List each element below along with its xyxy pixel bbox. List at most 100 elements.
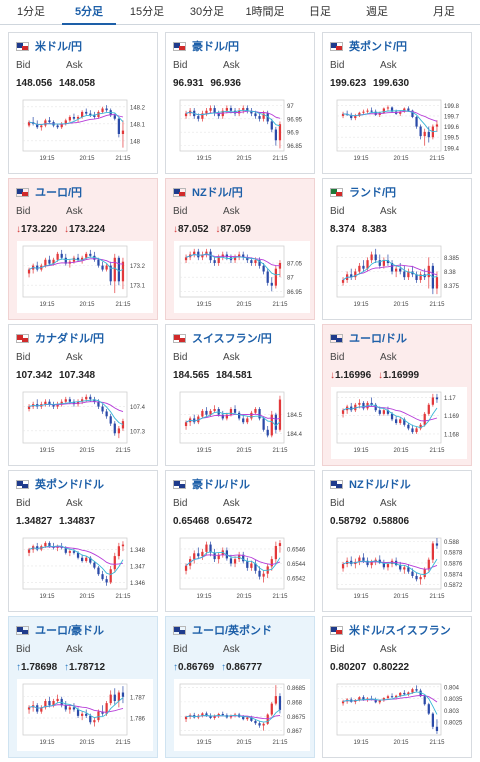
rate-card[interactable]: スイスフラン/円 Bid Ask 184.565 184.581 184.5 184… <box>165 324 315 466</box>
rate-card[interactable]: ユーロ/円 Bid Ask ↓173.220 ↓173.224 173.2 173.… <box>8 178 158 320</box>
rate-card[interactable]: カナダドル/円 Bid Ask 107.342 107.348 107.4 107.… <box>8 324 158 466</box>
tab-4[interactable]: 1時間足 <box>245 6 285 18</box>
candlestick-chart[interactable]: 0.804 0.8035 0.803 0.8025 19:15 20:15 21:15 <box>331 679 467 751</box>
flag-icon <box>330 41 343 51</box>
bid-number: 87.052 <box>178 224 209 235</box>
price-values: 0.80207 0.80222 <box>330 662 413 673</box>
pair-link[interactable]: NZドル/円 <box>192 187 243 199</box>
candle-body <box>411 428 414 433</box>
candlestick-chart[interactable]: 148.2 148.1 148 19:15 20:15 21:15 <box>17 95 153 167</box>
y-tick-label: 0.5872 <box>444 583 463 589</box>
rate-card[interactable]: ランド/円 Bid Ask 8.374 8.383 8.385 8.38 8.375 1… <box>322 178 472 320</box>
rate-card[interactable]: 英ポンド/円 Bid Ask 199.623 199.630 199.8 199.7… <box>322 32 472 174</box>
tab-7[interactable]: 月足 <box>433 6 455 18</box>
candle-body <box>213 552 216 560</box>
candle-body <box>382 698 385 701</box>
tab-1[interactable]: 5分足 <box>62 0 116 25</box>
candlestick-chart[interactable]: 8.385 8.38 8.375 19:15 20:15 21:15 <box>331 241 467 313</box>
candle-body <box>362 111 365 113</box>
pair-link[interactable]: カナダドル/円 <box>35 333 105 345</box>
x-tick-label: 20:15 <box>236 594 252 600</box>
candle-body <box>105 579 108 583</box>
rate-card[interactable]: 豪ドル/円 Bid Ask 96.931 96.936 97 96.95 96.9 96… <box>165 32 315 174</box>
rate-card[interactable]: 米ドル/円 Bid Ask 148.056 148.058 148.2 148.1 1… <box>8 32 158 174</box>
rate-card[interactable]: ユーロ/ドル Bid Ask ↓1.16996 ↓1.16999 1.17 1.16… <box>322 324 472 466</box>
candlestick-chart[interactable]: 0.8685 0.868 0.8675 0.867 19:15 20:15 21:15 <box>174 679 310 751</box>
candle-body <box>435 124 439 127</box>
candlestick-chart[interactable]: 107.4 107.3 19:15 20:15 21:15 <box>17 387 153 459</box>
ma-short-line <box>28 112 124 126</box>
candlestick-chart[interactable]: 199.8 199.7 199.6 199.5 199.4 19:15 20:15 21:15 <box>331 95 467 167</box>
candlestick-chart[interactable]: 97 96.95 96.9 96.85 19:15 20:15 21:15 <box>174 95 310 167</box>
candle-body <box>209 251 212 261</box>
x-tick-label: 20:15 <box>236 740 252 746</box>
candlestick-chart[interactable]: 0.588 0.5878 0.5876 0.5874 0.5872 19:15 20:15 2… <box>331 533 467 605</box>
pair-link[interactable]: ユーロ/豪ドル <box>35 625 105 637</box>
candle-body <box>56 698 59 701</box>
tab-6[interactable]: 週足 <box>366 6 388 18</box>
candle-body <box>266 714 269 724</box>
rate-card[interactable]: 米ドル/スイスフラン Bid Ask 0.80207 0.80222 0.804 0… <box>322 616 472 758</box>
rate-card[interactable]: ユーロ/英ポンド Bid Ask ↑0.86769 ↑0.86777 0.8685… <box>165 616 315 758</box>
candle-body <box>423 569 426 578</box>
ask-label: Ask <box>223 644 240 655</box>
rate-card[interactable]: 英ポンド/ドル Bid Ask 1.34827 1.34837 1.348 1.34… <box>8 470 158 612</box>
candlestick-chart[interactable]: 1.17 1.169 1.168 19:15 20:15 21:15 <box>331 387 467 459</box>
candlestick-chart[interactable]: 184.5 184.4 19:15 20:15 21:15 <box>174 387 310 459</box>
bid-number: 0.80207 <box>330 662 367 673</box>
candle-body <box>246 257 249 261</box>
candle-body <box>81 713 84 716</box>
candle-body <box>242 716 245 720</box>
pair-link[interactable]: 英ポンド/円 <box>349 41 408 53</box>
bid-number: 148.056 <box>16 78 53 89</box>
ask-number: 0.86777 <box>225 662 263 673</box>
candle-body <box>197 416 200 423</box>
candlestick-chart[interactable]: 1.787 1.786 19:15 20:15 21:15 <box>17 679 153 751</box>
candle-body <box>238 254 241 258</box>
bid-value: 8.374 <box>330 224 355 235</box>
candle-body <box>427 704 430 714</box>
chart-svg: 148.2 148.1 148 19:15 20:15 21:15 <box>22 99 146 162</box>
pair-link[interactable]: NZドル/ドル <box>349 479 411 491</box>
rate-card[interactable]: 豪ドル/ドル Bid Ask 0.65468 0.65472 0.6546 0.65… <box>165 470 315 612</box>
card-header: 英ポンド/円 <box>330 39 407 53</box>
tab-0[interactable]: 1分足 <box>16 6 46 18</box>
rate-card[interactable]: NZドル/ドル Bid Ask 0.58792 0.58806 0.588 0.58… <box>322 470 472 612</box>
candlestick-chart[interactable]: 173.2 173.1 19:15 20:15 21:15 <box>17 241 153 313</box>
candle-body <box>399 692 402 696</box>
candle-body <box>105 108 108 111</box>
pair-link[interactable]: 豪ドル/ドル <box>192 479 251 491</box>
card-header: 米ドル/スイスフラン <box>330 623 451 637</box>
pair-link[interactable]: スイスフラン/円 <box>192 333 272 345</box>
y-tick-label: 0.6544 <box>287 562 306 568</box>
candle-body <box>274 268 277 286</box>
rate-card[interactable]: NZドル/円 Bid Ask ↓87.052 ↓87.059 87.05 87 86.… <box>165 178 315 320</box>
tab-3[interactable]: 30分足 <box>189 6 225 18</box>
pair-link[interactable]: 米ドル/円 <box>35 41 83 53</box>
tab-2[interactable]: 15分足 <box>129 6 165 18</box>
flag-left <box>331 334 337 340</box>
candle-body <box>390 696 394 698</box>
ask-value: 0.80222 <box>373 662 409 673</box>
candle-body <box>403 419 406 425</box>
candlestick-chart[interactable]: 1.348 1.347 1.346 19:15 20:15 21:15 <box>17 533 153 605</box>
candle-body <box>254 260 257 263</box>
candle-body <box>246 561 249 568</box>
pair-link[interactable]: ユーロ/英ポンド <box>192 625 273 637</box>
candlestick-chart[interactable]: 87.05 87 86.95 19:15 20:15 21:15 <box>174 241 310 313</box>
tab-5[interactable]: 日足 <box>309 6 331 18</box>
flag-icon <box>330 625 343 635</box>
ask-value: ↓173.224 <box>64 224 105 235</box>
pair-link[interactable]: 豪ドル/円 <box>192 41 240 53</box>
pair-link[interactable]: 英ポンド/ドル <box>35 479 105 491</box>
ask-label: Ask <box>66 60 83 71</box>
y-tick-label: 0.8685 <box>287 686 306 692</box>
pair-link[interactable]: ユーロ/円 <box>35 187 83 199</box>
ask-value: ↓1.16999 <box>378 370 419 381</box>
rate-card[interactable]: ユーロ/豪ドル Bid Ask ↑1.78698 ↑1.78712 1.787 1.… <box>8 616 158 758</box>
x-tick-label: 19:15 <box>39 594 55 600</box>
pair-link[interactable]: 米ドル/スイスフラン <box>349 625 451 637</box>
pair-link[interactable]: ランド/円 <box>349 187 397 199</box>
candlestick-chart[interactable]: 0.6546 0.6544 0.6542 19:15 20:15 21:15 <box>174 533 310 605</box>
pair-link[interactable]: ユーロ/ドル <box>349 333 408 345</box>
